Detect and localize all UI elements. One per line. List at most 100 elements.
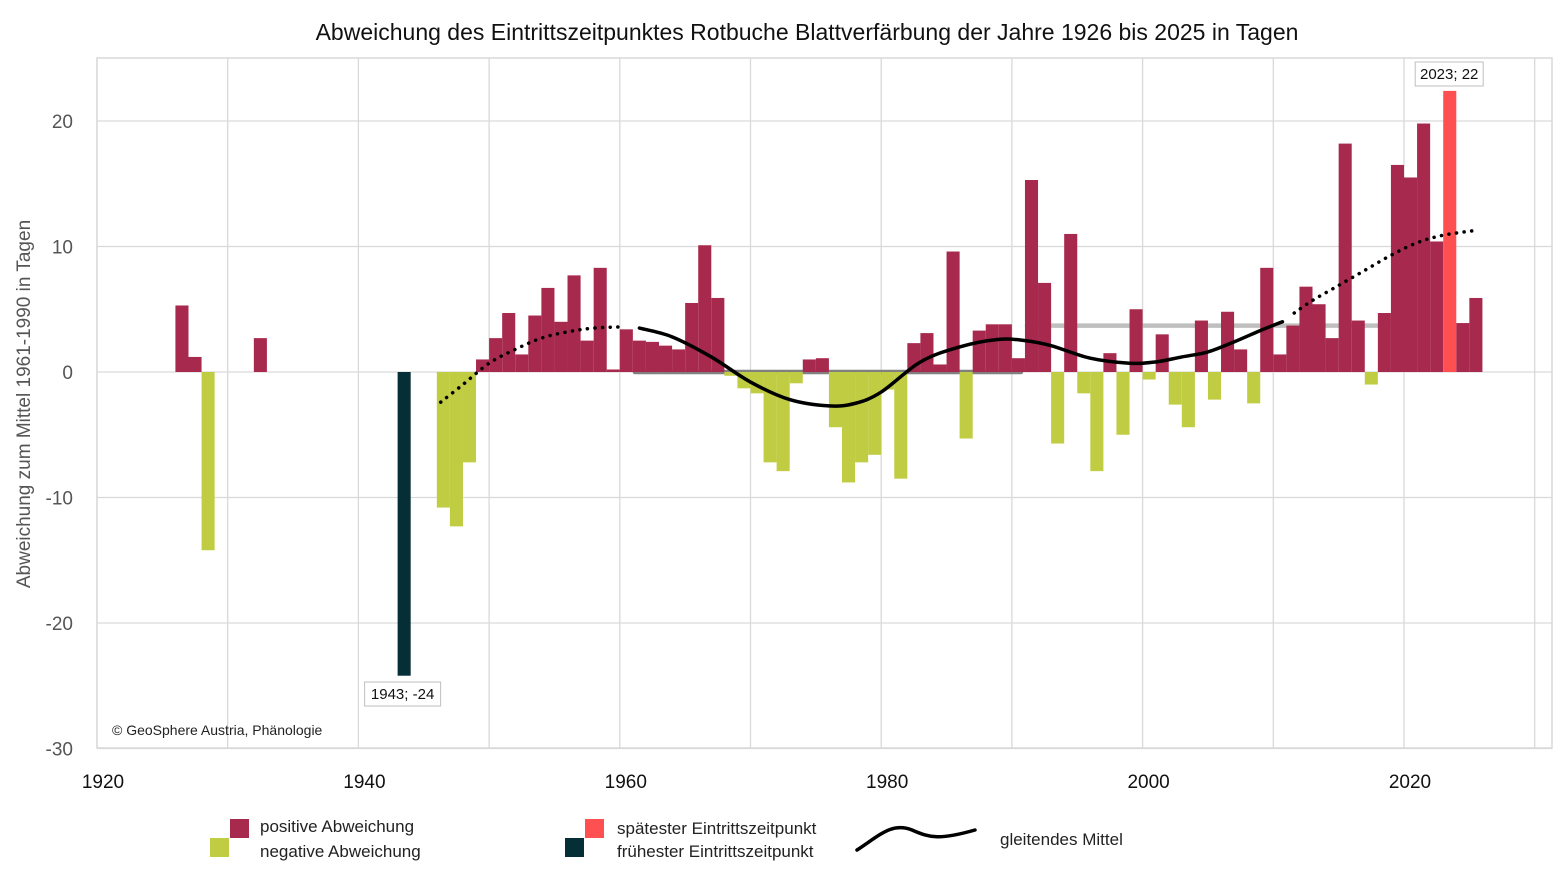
bar-positive bbox=[1299, 286, 1313, 372]
x-axis-ticks: 1920 1940 1960 1980 2000 2020 bbox=[82, 772, 1431, 793]
bar-positive bbox=[1456, 323, 1470, 372]
bar-positive bbox=[1351, 320, 1365, 372]
bar-negative bbox=[1207, 372, 1222, 400]
bar-positive bbox=[1286, 325, 1300, 372]
bar-positive bbox=[175, 305, 189, 372]
bar-positive bbox=[1430, 241, 1444, 372]
bar-positive bbox=[1404, 177, 1418, 372]
bar-positive bbox=[567, 275, 581, 372]
legend: positive Abweichung negative Abweichung sp… bbox=[210, 817, 1123, 861]
legend-label-latest: spätester Eintrittszeitpunkt bbox=[617, 819, 817, 838]
bar-negative bbox=[1168, 372, 1182, 405]
grid bbox=[96, 58, 1552, 750]
x-tick-label: 1940 bbox=[343, 772, 385, 793]
bar-negative bbox=[789, 372, 803, 384]
bar-positive bbox=[659, 345, 673, 372]
bar-positive bbox=[1260, 267, 1274, 372]
bar-positive bbox=[802, 359, 816, 372]
bar-positive bbox=[593, 267, 607, 372]
bar-positive bbox=[1064, 233, 1078, 372]
y-tick-label: -20 bbox=[46, 614, 73, 635]
bar-positive bbox=[580, 340, 594, 372]
bar-positive bbox=[1338, 143, 1352, 372]
bar-negative bbox=[436, 372, 450, 508]
y-tick-label: -10 bbox=[46, 489, 73, 510]
legend-swatch-moving-average bbox=[855, 825, 977, 852]
bar-positive bbox=[1234, 349, 1248, 372]
bar-positive bbox=[515, 354, 529, 372]
bar-negative bbox=[1247, 372, 1261, 404]
bar-positive bbox=[1390, 164, 1404, 372]
bar-positive bbox=[632, 340, 646, 372]
y-axis-ticks: 20 10 0 -10 -20 -30 bbox=[46, 112, 73, 761]
annotation-box bbox=[1414, 61, 1484, 87]
y-axis-label: Abweichung zum Mittel 1961-1990 in Tagen bbox=[14, 220, 35, 588]
bar-positive bbox=[1011, 358, 1025, 372]
x-tick-label: 1920 bbox=[82, 772, 124, 793]
bar-negative bbox=[776, 372, 790, 472]
x-tick-label: 2020 bbox=[1389, 772, 1431, 793]
annotation-text: 1943; -24 bbox=[371, 686, 434, 703]
bar-positive bbox=[815, 358, 829, 372]
bar-negative bbox=[1051, 372, 1065, 444]
bar-positive bbox=[541, 287, 555, 372]
legend-swatch-negative bbox=[210, 838, 229, 857]
legend-swatch-positive bbox=[230, 819, 249, 838]
bar-positive bbox=[946, 251, 960, 372]
legend-label-moving-average: gleitendes Mittel bbox=[1000, 830, 1123, 849]
bar-negative bbox=[724, 372, 738, 376]
bar-positive bbox=[711, 297, 725, 372]
bar-negative bbox=[1181, 372, 1195, 428]
bar-negative bbox=[959, 372, 973, 439]
copyright-text: © GeoSphere Austria, Phänologie bbox=[112, 722, 323, 738]
annotation-earliest: 1943; -24 bbox=[364, 681, 442, 707]
y-tick-label: 0 bbox=[62, 363, 73, 384]
legend-label-earliest: frühester Eintrittszeitpunkt bbox=[617, 842, 814, 861]
bar-negative bbox=[1090, 372, 1104, 472]
moving-average-dotted-line bbox=[438, 325, 625, 404]
bar-positive bbox=[972, 330, 986, 372]
bar-positive bbox=[1325, 338, 1339, 372]
bar-positive bbox=[998, 324, 1012, 372]
bar-positive bbox=[672, 349, 686, 372]
bar-positive bbox=[685, 302, 699, 372]
x-tick-label: 2000 bbox=[1127, 772, 1169, 793]
bar-negative bbox=[763, 372, 777, 463]
bar-positive bbox=[1038, 282, 1052, 372]
bar-negative bbox=[462, 372, 477, 463]
bar-positive bbox=[985, 324, 999, 372]
bar-positive bbox=[554, 321, 568, 372]
bar-positive bbox=[1194, 320, 1208, 372]
bar-positive bbox=[502, 313, 516, 372]
bar-positive bbox=[698, 245, 712, 372]
bar-positive bbox=[1273, 354, 1287, 372]
annotations: 2023; 22 1943; -24 bbox=[364, 61, 1484, 707]
bar-positive bbox=[1024, 179, 1039, 372]
chart-title: Abweichung des Eintrittszeitpunktes Rotb… bbox=[316, 19, 1299, 45]
annotation-text: 2023; 22 bbox=[1420, 66, 1478, 83]
bar-positive bbox=[645, 341, 660, 372]
bar-negative bbox=[894, 372, 908, 479]
x-tick-label: 1960 bbox=[605, 772, 647, 793]
bar-positive bbox=[933, 364, 947, 372]
annotation-box bbox=[364, 681, 442, 707]
bar-negative bbox=[449, 372, 463, 527]
bar-positive bbox=[920, 333, 934, 372]
bar-negative bbox=[1142, 372, 1156, 380]
x-tick-label: 1980 bbox=[866, 772, 908, 793]
bar-latest bbox=[1443, 90, 1457, 372]
bar-positive bbox=[619, 329, 633, 372]
bar-positive bbox=[1377, 313, 1391, 372]
legend-swatch-latest bbox=[585, 819, 604, 838]
bar-negative bbox=[1116, 372, 1130, 435]
bar-positive bbox=[1221, 311, 1235, 372]
bars bbox=[175, 90, 1483, 676]
moving-average-line bbox=[637, 320, 1285, 408]
moving-average-dotted-line bbox=[1292, 228, 1479, 315]
bar-negative bbox=[1077, 372, 1091, 394]
bar-negative bbox=[855, 372, 869, 463]
bar-positive bbox=[1417, 123, 1431, 372]
y-tick-label: 10 bbox=[52, 238, 73, 259]
bar-negative bbox=[201, 372, 215, 551]
